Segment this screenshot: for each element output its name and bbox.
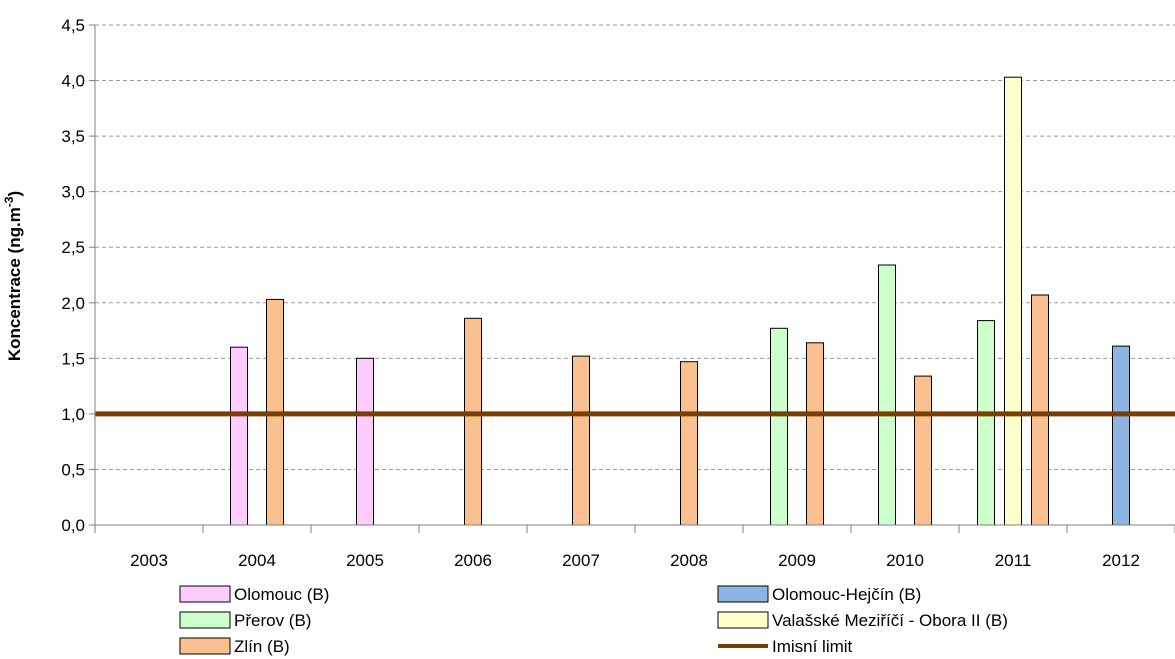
legend-label: Valašské Meziříčí - Obora II (B) <box>772 611 1008 630</box>
bar <box>572 355 590 526</box>
bars <box>230 76 1130 526</box>
y-tick-labels: 0,0 0,5 1,0 1,5 2,0 2,5 3,0 3,5 4,0 4,5 <box>61 16 85 535</box>
x-tick-label: 2006 <box>454 551 492 570</box>
y-axis-label-main: Koncentrace (ng.m <box>5 207 24 361</box>
legend-swatch <box>717 611 769 629</box>
legend-swatch <box>179 611 231 629</box>
x-tick-label: 2010 <box>886 551 924 570</box>
y-tick-label: 3,0 <box>61 183 85 202</box>
bar <box>680 361 698 526</box>
bar <box>1112 345 1130 526</box>
x-tick-label: 2008 <box>670 551 708 570</box>
legend-swatch <box>717 585 769 603</box>
bar <box>1004 76 1022 526</box>
x-tick-label: 2004 <box>238 551 276 570</box>
y-tick-label: 4,0 <box>61 72 85 91</box>
bar <box>1031 294 1049 526</box>
y-axis-label-sup: -3 <box>2 196 16 207</box>
y-axis-label: Koncentrace (ng.m-3) <box>2 191 24 361</box>
bar <box>806 342 824 526</box>
bar <box>878 264 896 526</box>
legend-swatch <box>179 585 231 603</box>
bar <box>977 320 995 526</box>
x-tick-label: 2005 <box>346 551 384 570</box>
y-tick-label: 1,5 <box>61 349 85 368</box>
legend: Olomouc (B) Olomouc-Hejčín (B) Přerov (B) V… <box>179 585 1008 656</box>
y-tick-label: 0,0 <box>61 516 85 535</box>
x-tick-labels: 2003 2004 2005 2006 2007 2008 2009 2010 2011 2012 <box>130 551 1140 570</box>
y-tick-label: 4,5 <box>61 16 85 35</box>
legend-label: Přerov (B) <box>234 611 311 630</box>
y-tick-label: 1,0 <box>61 405 85 424</box>
legend-label: Olomouc-Hejčín (B) <box>772 585 921 604</box>
y-tick-label: 3,5 <box>61 127 85 146</box>
legend-label: Olomouc (B) <box>234 585 329 604</box>
axes <box>89 24 1175 533</box>
y-tick-label: 2,5 <box>61 238 85 257</box>
x-tick-label: 2007 <box>562 551 600 570</box>
y-tick-label: 2,0 <box>61 294 85 313</box>
y-axis-label-close: ) <box>5 191 24 197</box>
bar <box>356 357 374 526</box>
y-tick-label: 0,5 <box>61 460 85 479</box>
bar <box>770 327 788 526</box>
bar <box>464 317 482 526</box>
legend-label: Zlín (B) <box>234 637 290 656</box>
x-tick-label: 2011 <box>995 551 1032 570</box>
legend-label: Imisní limit <box>772 637 853 656</box>
x-tick-label: 2009 <box>778 551 816 570</box>
bar <box>914 375 932 526</box>
x-tick-label: 2003 <box>130 551 168 570</box>
x-tick-label: 2012 <box>1102 551 1140 570</box>
legend-swatch <box>179 637 231 655</box>
bar <box>230 346 248 526</box>
